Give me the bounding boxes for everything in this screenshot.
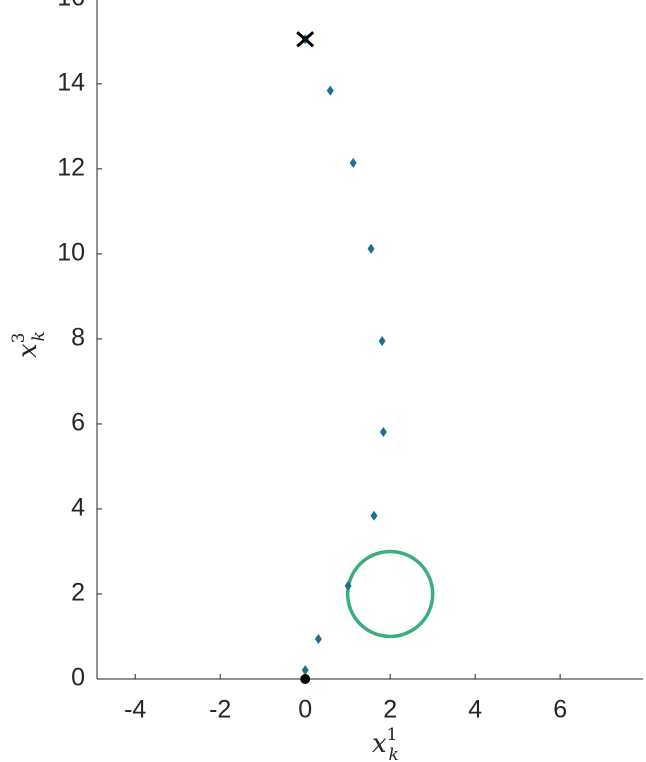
ylabel-sub: k xyxy=(29,331,49,341)
y-tick-label: 6 xyxy=(71,409,85,437)
xlabel: x1 k xyxy=(372,725,399,762)
y-tick-label: 2 xyxy=(71,579,85,607)
y-tick-label: 12 xyxy=(57,153,85,181)
y-tick-label: 4 xyxy=(71,494,85,522)
trajectory-point xyxy=(378,336,386,347)
y-tick-label: 10 xyxy=(57,239,85,267)
trajectory-point xyxy=(344,580,352,591)
trajectory-point xyxy=(367,243,375,254)
x-tick-label: -2 xyxy=(209,696,231,724)
trajectory-point xyxy=(379,427,387,438)
x-tick-label: 4 xyxy=(468,696,482,724)
x-tick-label: 0 xyxy=(298,696,312,724)
xlabel-sup: 1 xyxy=(387,725,398,745)
start-point xyxy=(300,674,311,684)
y-tick-label: 14 xyxy=(57,68,85,96)
trajectory-point xyxy=(370,510,378,521)
xlabel-sub: k xyxy=(389,745,399,762)
x-tick-label: 2 xyxy=(383,696,397,724)
xlabel-base: x xyxy=(372,729,387,759)
ylabel: x3k xyxy=(9,331,49,358)
x-tick-label: 6 xyxy=(553,696,567,724)
trajectory-point xyxy=(301,665,309,676)
y-tick-label: 16 xyxy=(57,0,85,11)
x-tick-label: -4 xyxy=(124,696,146,724)
trajectory-point xyxy=(314,634,322,645)
ylabel-sup: 3 xyxy=(9,333,29,344)
goal-point xyxy=(296,31,315,48)
trajectory-point xyxy=(326,85,334,96)
trajectory-point xyxy=(349,157,357,168)
y-tick-label: 8 xyxy=(71,324,85,352)
y-tick-label: 0 xyxy=(71,664,85,692)
ylabel-base: x xyxy=(13,343,43,358)
obstacle xyxy=(345,549,435,639)
